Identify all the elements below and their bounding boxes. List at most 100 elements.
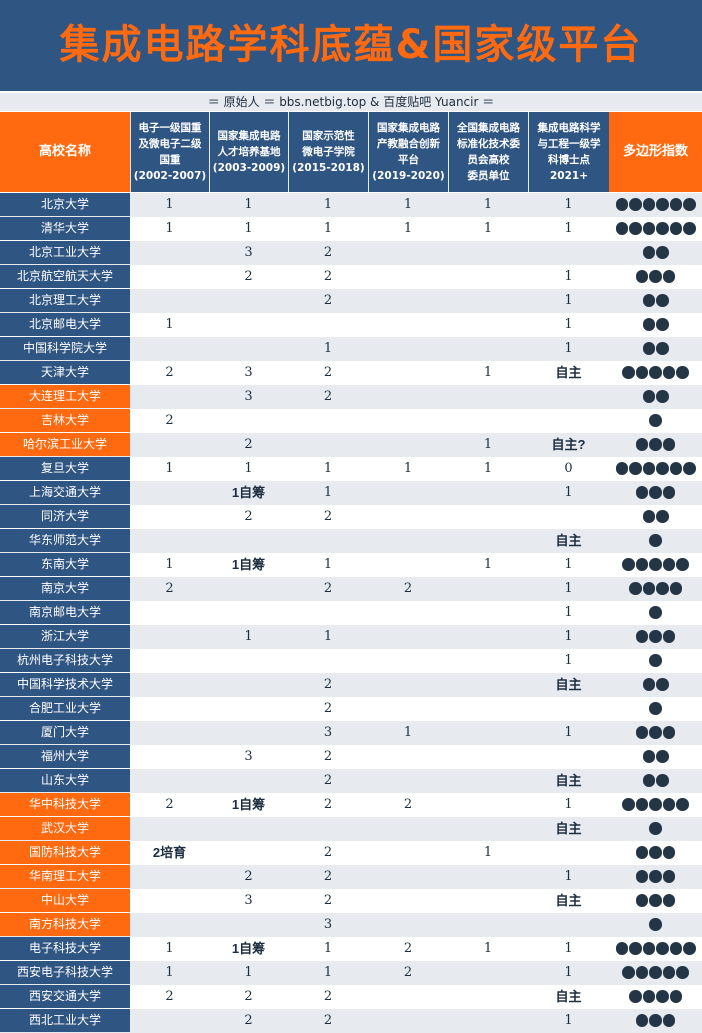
table-cell: [528, 505, 609, 529]
university-name: 北京理工大学: [0, 289, 130, 312]
index-dot: [649, 894, 662, 907]
table-cell: [130, 601, 209, 625]
table-cell: 2: [403, 797, 413, 812]
table-cell: [368, 313, 448, 337]
polygon-index: [609, 385, 702, 408]
header-col-demo-college: 国家示范性 微电子学院 (2015-2018): [288, 112, 368, 192]
index-dot: [642, 390, 655, 403]
table-cell: 2: [323, 797, 333, 812]
university-name: 复旦大学: [0, 457, 130, 480]
table-cell: [448, 409, 528, 433]
table-cell: [209, 577, 288, 601]
table-cell: [209, 769, 288, 793]
table-cell: [448, 241, 528, 265]
index-dot: [642, 774, 655, 787]
table-cell: [209, 649, 288, 673]
table-cell: [288, 409, 368, 433]
university-name: 山东大学: [0, 769, 130, 792]
table-cell: 1: [564, 725, 573, 740]
table-cell: 1: [564, 629, 573, 644]
table-cell: [368, 817, 448, 841]
polygon-index: [609, 745, 702, 768]
table-row: 同济大学 2 2: [0, 505, 702, 529]
table-cell: 1: [165, 965, 174, 980]
polygon-index: [609, 817, 702, 840]
table-cell: 2: [403, 965, 413, 980]
index-dot: [676, 966, 689, 979]
table-cell: [368, 433, 448, 457]
table-row: 南方科技大学 3: [0, 913, 702, 937]
table-cell: 2: [244, 269, 253, 284]
table-cell: [130, 673, 209, 697]
polygon-index: [609, 289, 702, 312]
table-cell: 1: [483, 461, 493, 476]
header-col-index-text: 多边形指数: [622, 144, 688, 159]
table-cell: [368, 769, 448, 793]
index-dot: [662, 486, 676, 499]
table-cell: 1: [165, 941, 174, 956]
index-dot: [622, 558, 635, 571]
table-cell: 1: [564, 653, 573, 668]
table-cell: 1: [564, 965, 573, 980]
index-dot: [629, 198, 642, 211]
university-name: 南京邮电大学: [0, 601, 130, 624]
table-cell: [368, 289, 448, 313]
index-dot: [683, 942, 696, 955]
table-cell: [448, 889, 528, 913]
index-dot: [635, 558, 649, 571]
table-cell: [448, 913, 528, 937]
table-cell: [448, 601, 528, 625]
table-cell: 1: [564, 1013, 573, 1028]
index-dot: [656, 678, 669, 691]
polygon-index: [609, 505, 702, 528]
index-dot: [662, 630, 676, 643]
table-cell: 3: [244, 365, 253, 380]
table-cell: 1: [483, 197, 493, 212]
page-title: 集成电路学科底蕴&国家级平台: [59, 22, 643, 68]
table-cell: 3: [323, 725, 333, 740]
header-col-platform: 国家集成电路 产教融合创新 平台 (2019-2020): [368, 112, 448, 192]
index-dot: [662, 846, 676, 859]
table-cell: 1: [323, 629, 333, 644]
polygon-index: [609, 241, 702, 264]
table-cell: 2: [244, 437, 253, 452]
table-row: 华南理工大学 2 2 1: [0, 865, 702, 889]
index-dot: [629, 990, 642, 1003]
table-cell: 1: [323, 941, 333, 956]
index-dot: [649, 630, 662, 643]
table-cell: 1: [244, 461, 253, 476]
table-row: 福州大学 3 2: [0, 745, 702, 769]
polygon-index: [609, 601, 702, 624]
table-row: 哈尔滨工业大学 2 1 自主?: [0, 433, 702, 457]
university-name: 北京工业大学: [0, 241, 130, 264]
polygon-index: [609, 553, 702, 576]
index-dot: [662, 966, 676, 979]
table-cell: 2: [323, 293, 333, 308]
index-dot: [669, 942, 682, 955]
table-cell: 2: [323, 1013, 333, 1028]
table-cell: [130, 721, 209, 745]
index-dot: [662, 798, 676, 811]
table-row: 东南大学 1 1自筹 1 1 1: [0, 553, 702, 577]
index-dot: [669, 990, 682, 1003]
university-name: 同济大学: [0, 505, 130, 528]
index-dot: [635, 1014, 649, 1027]
university-name: 华南理工大学: [0, 865, 130, 888]
table-cell: 2: [323, 245, 333, 260]
table-cell: 2: [323, 701, 333, 716]
table-cell: 1: [564, 317, 573, 332]
university-name: 厦门大学: [0, 721, 130, 744]
table-cell: [209, 913, 288, 937]
university-name: 南京大学: [0, 577, 130, 600]
table-row: 中国科学院大学 1 1: [0, 337, 702, 361]
table-row: 南京大学 2 2 2 1: [0, 577, 702, 601]
table-cell: 1: [244, 221, 253, 236]
table-row: 北京理工大学 2 1: [0, 289, 702, 313]
index-dot: [629, 462, 642, 475]
index-dot: [656, 222, 669, 235]
table-cell: 3: [323, 917, 333, 932]
table-cell: [368, 409, 448, 433]
table-cell: [368, 913, 448, 937]
header-col-index: 多边形指数: [609, 112, 702, 192]
table-cell: [368, 505, 448, 529]
